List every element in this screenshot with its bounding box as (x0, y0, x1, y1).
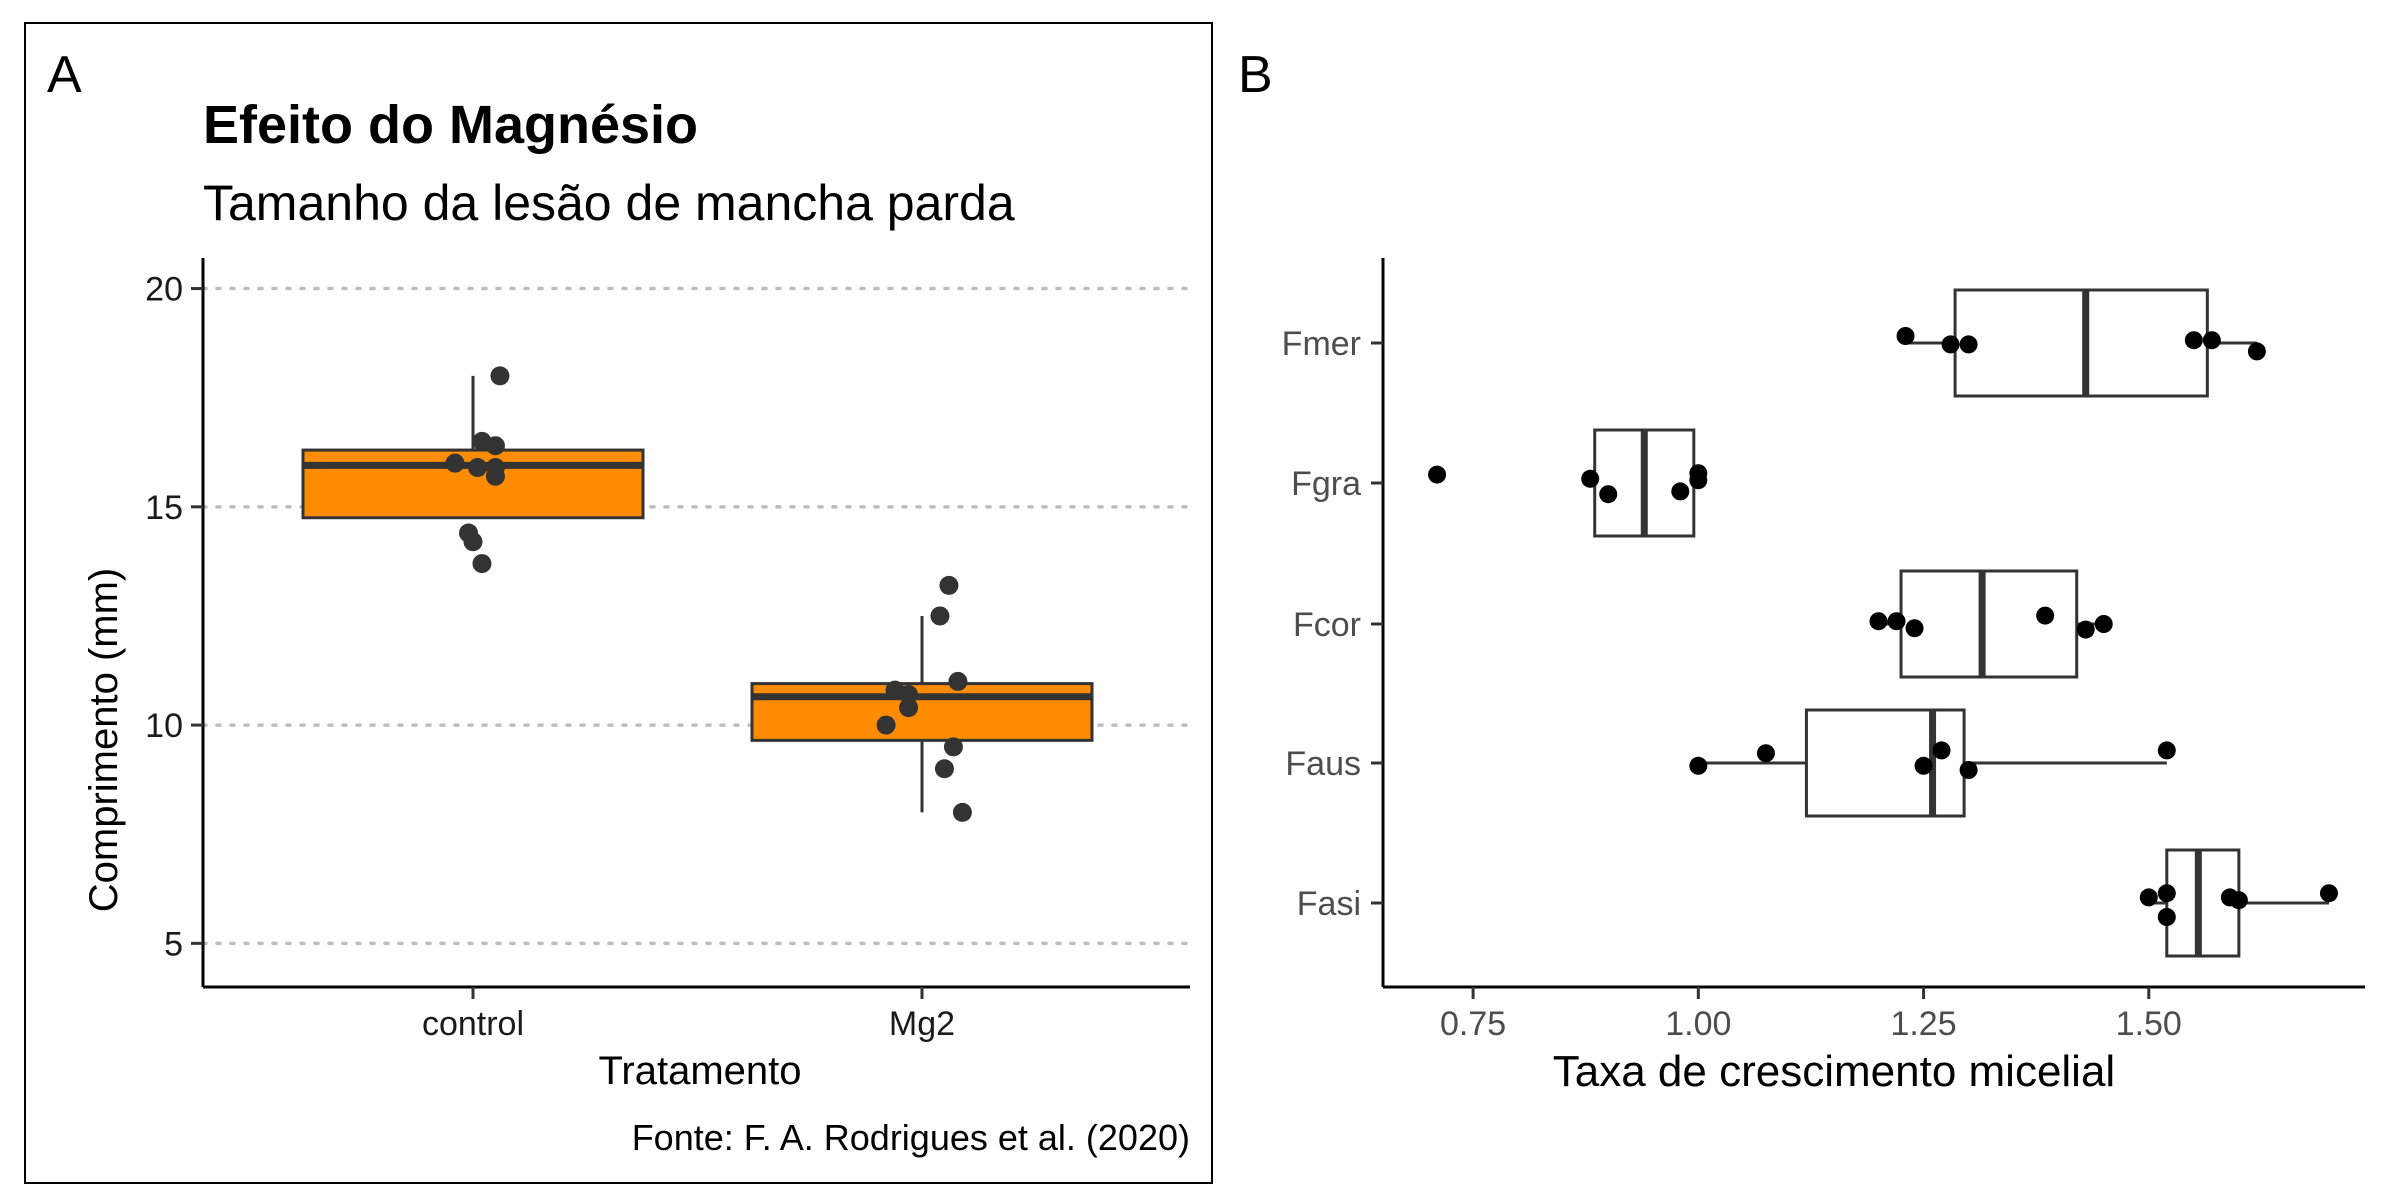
x-tick-label-0-75: 0.75 (1440, 1005, 1506, 1043)
y-tick-label-15: 15 (145, 489, 183, 527)
point-fcor (2094, 615, 2113, 633)
chart-a-x-ticks: control Mg2 (422, 987, 955, 1043)
point-control (485, 466, 505, 486)
box-fmer (1953, 288, 2209, 398)
point-mg2 (948, 671, 968, 691)
point-fgra (1689, 464, 1708, 483)
point-mg2 (930, 606, 950, 626)
point-faus (2157, 741, 2176, 760)
point-faus (1932, 741, 1951, 760)
point-mg2 (939, 575, 959, 595)
chart-b-x-ticks: 0.75 1.00 1.25 1.50 (1440, 987, 2182, 1043)
y-tick-label-20: 20 (145, 271, 183, 309)
point-fasi (2157, 908, 2176, 926)
chart-b-points (1428, 327, 2338, 926)
panel-a-border (24, 22, 1213, 1184)
point-control (472, 554, 492, 574)
x-tick-label-1-00: 1.00 (1665, 1005, 1731, 1043)
point-control (445, 453, 465, 473)
x-tick-label-control: control (422, 1005, 524, 1043)
chart-b-boxes (1593, 288, 2329, 958)
chart-a-caption: Fonte: F. A. Rodrigues et al. (2020) (632, 1117, 1190, 1158)
chart-a-points (445, 366, 972, 822)
point-control (463, 532, 483, 552)
x-tick-label-1-25: 1.25 (1890, 1005, 1956, 1043)
point-mg2 (943, 737, 963, 757)
y-tick-label-faus: Faus (1285, 745, 1361, 783)
point-fcor (1869, 612, 1888, 631)
point-faus (1756, 744, 1775, 763)
panel-b-tag: B (1238, 46, 1273, 104)
point-fasi (2229, 891, 2248, 910)
chart-a-y-ticks: 5 10 15 20 (145, 271, 203, 963)
x-tick-label-1-50: 1.50 (2116, 1005, 2182, 1043)
point-fasi (2157, 884, 2176, 903)
box-faus (1804, 708, 1966, 818)
chart-a-y-axis-label: Comprimento (mm) (82, 568, 126, 912)
point-mg2 (899, 698, 919, 718)
chart-b-y-ticks: Fasi Faus Fcor Fgra Fmer (1282, 325, 1383, 923)
chart-b-x-axis-label: Taxa de crescimento micelial (1553, 1047, 2115, 1096)
point-faus (1959, 761, 1978, 779)
y-tick-label-5: 5 (164, 925, 183, 963)
y-tick-label-fasi: Fasi (1297, 885, 1361, 923)
point-mg2 (952, 802, 972, 822)
point-control (485, 436, 505, 456)
point-fmer (1959, 335, 1978, 354)
chart-a-title: Efeito do Magnésio (203, 95, 698, 155)
point-faus (1689, 756, 1708, 775)
point-fmer (2184, 331, 2203, 350)
point-mg2 (899, 685, 919, 705)
point-fgra (1671, 482, 1690, 501)
point-control (467, 458, 487, 478)
point-fmer (2247, 342, 2266, 361)
point-fgra (1599, 485, 1618, 504)
chart-a-subtitle: Tamanho da lesão de mancha parda (203, 175, 1015, 231)
y-tick-label-fgra: Fgra (1291, 465, 1361, 503)
panel-a-tag: A (47, 46, 82, 104)
y-tick-label-10: 10 (145, 707, 183, 745)
point-fcor (2036, 606, 2055, 625)
point-mg2 (876, 715, 896, 735)
y-tick-label-fmer: Fmer (1282, 325, 1361, 363)
point-faus (1914, 756, 1933, 775)
chart-a-axes (201, 258, 1190, 989)
point-fgra (1581, 469, 1600, 488)
point-fmer (2202, 331, 2221, 350)
point-control (490, 366, 510, 386)
chart-a-x-axis-label: Tratamento (598, 1049, 801, 1093)
point-fasi (2139, 888, 2158, 907)
box-mg2 (750, 682, 1094, 742)
chart-a-gridlines (201, 286, 1192, 946)
panel-a: A Efeito do Magnésio Tamanho da lesão de… (24, 22, 1213, 1184)
chart-a-boxes (301, 375, 1094, 813)
x-tick-label-mg2: Mg2 (889, 1005, 955, 1043)
point-fcor (1905, 619, 1924, 638)
point-mg2 (934, 759, 954, 779)
point-fmer (1941, 335, 1960, 354)
y-tick-label-fcor: Fcor (1293, 606, 1361, 644)
point-fmer (1896, 327, 1915, 345)
point-fcor (2076, 620, 2095, 639)
point-fgra (1428, 465, 1447, 484)
box-fcor (1899, 569, 2079, 679)
point-fasi (2319, 884, 2338, 903)
point-fcor (1887, 612, 1906, 631)
